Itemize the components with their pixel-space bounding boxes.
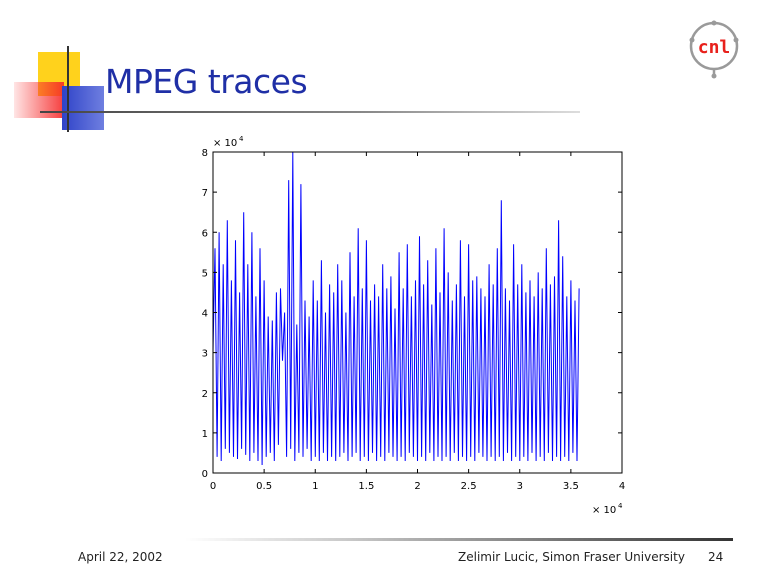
- y-tick-label: 4: [202, 309, 208, 320]
- slide-title: MPEG traces: [105, 62, 308, 101]
- footer-divider: [185, 538, 733, 541]
- y-tick-label: 3: [202, 349, 208, 360]
- y-tick-label: 1: [202, 429, 208, 440]
- x-tick-label: 1.5: [358, 481, 374, 492]
- page-number: 24: [708, 550, 724, 564]
- x-tick-label: 2: [414, 481, 420, 492]
- y-multiplier-label: × 10: [213, 138, 237, 149]
- title-decoration-blue: [62, 86, 104, 130]
- y-tick-label: 0: [202, 469, 208, 480]
- logo-dot-top: [711, 20, 717, 26]
- footer-date: April 22, 2002: [78, 550, 163, 564]
- x-tick-label: 1: [312, 481, 318, 492]
- footer-author: Zelimir Lucic, Simon Fraser University: [458, 550, 685, 564]
- y-tick-label: 7: [202, 188, 208, 199]
- logo-dot-left: [689, 37, 695, 43]
- x-tick-label: 0: [210, 481, 216, 492]
- x-multiplier-exponent: 4: [618, 502, 623, 510]
- title-underline: [40, 111, 580, 113]
- y-tick-label: 5: [202, 268, 208, 279]
- y-tick-label: 2: [202, 389, 208, 400]
- title-decoration-vertical-line: [67, 46, 69, 132]
- x-tick-label: 0.5: [256, 481, 272, 492]
- x-tick-label: 2.5: [461, 481, 477, 492]
- series-line-0: [212, 151, 580, 466]
- x-multiplier-label: × 10: [592, 505, 616, 516]
- logo-text: cnl: [698, 37, 731, 58]
- x-tick-label: 3.5: [563, 481, 579, 492]
- cnl-logo-icon: cnl: [689, 20, 739, 79]
- y-multiplier-exponent: 4: [239, 135, 244, 143]
- y-tick-label: 6: [202, 228, 208, 239]
- x-tick-label: 4: [619, 481, 625, 492]
- x-tick-label: 3: [517, 481, 523, 492]
- y-tick-label: 8: [202, 148, 208, 159]
- logo-dot-right: [733, 37, 739, 43]
- logo-dot-bottom: [711, 73, 717, 79]
